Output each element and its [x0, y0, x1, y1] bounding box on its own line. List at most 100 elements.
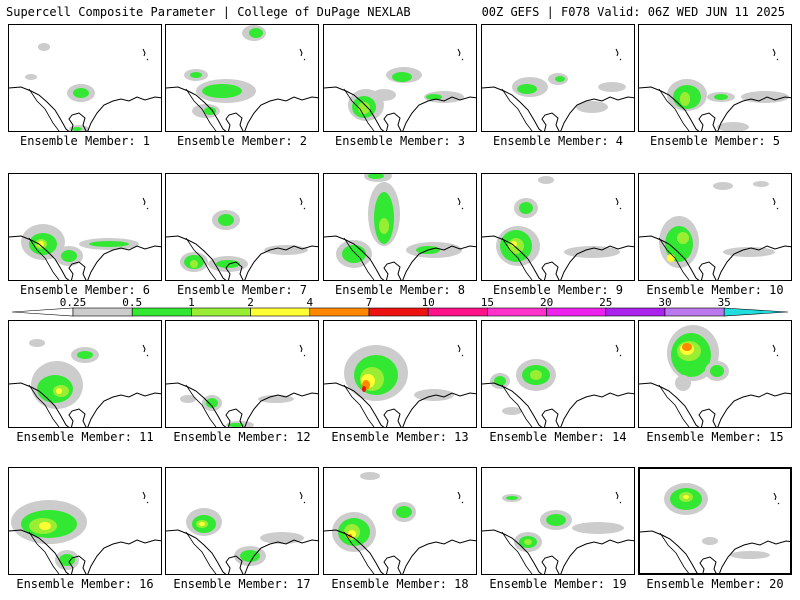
scp-contour-grey [260, 532, 304, 544]
ensemble-map [166, 25, 318, 131]
ensemble-member-label: Ensemble Member: 13 [331, 430, 469, 444]
scp-contour-grey [180, 395, 196, 403]
coastline [482, 382, 634, 427]
lake-outline [457, 48, 464, 61]
ensemble-map [482, 491, 634, 574]
colorbar-tick-label: 0.25 [59, 296, 87, 309]
scp-contour-grey [538, 176, 554, 184]
coastline [324, 86, 476, 131]
lake-outline [615, 491, 622, 504]
colorbar-segment [72, 307, 133, 317]
lake-outline [615, 344, 622, 357]
lake-outline [299, 197, 306, 210]
lake-outline [142, 491, 149, 504]
scp-contour-lime [190, 260, 198, 268]
coastline [166, 529, 318, 574]
lake-outline [142, 48, 149, 61]
ensemble-map [639, 48, 791, 131]
lake-outline [773, 492, 780, 505]
ensemble-panel-4[interactable] [481, 24, 635, 132]
scp-contour-green [73, 88, 89, 98]
lake-outline [299, 491, 306, 504]
ensemble-panel-8[interactable] [323, 173, 477, 281]
ensemble-map [9, 491, 161, 574]
ensemble-panel-18[interactable] [323, 467, 477, 575]
border-line [28, 384, 60, 427]
colorbar-tick-label: 7 [365, 296, 373, 309]
colorbar-segment [250, 307, 311, 317]
ensemble-member-label: Ensemble Member: 16 [16, 577, 154, 591]
colorbar-segment [309, 307, 370, 317]
scp-contour-green [714, 94, 728, 100]
scp-contour-yellow [199, 522, 205, 526]
header-title-right: 00Z GEFS | F078 Valid: 06Z WED JUN 11 20… [481, 5, 785, 19]
ensemble-member-label: Ensemble Member: 1 [19, 134, 151, 148]
ensemble-panel-9[interactable] [481, 173, 635, 281]
scp-contour-green [506, 496, 518, 500]
ensemble-map [166, 197, 318, 280]
ensemble-member-label: Ensemble Member: 8 [334, 283, 466, 297]
border-line [658, 384, 690, 427]
ensemble-panel-14[interactable] [481, 320, 635, 428]
scp-contour-green [249, 28, 263, 38]
coastline [9, 529, 161, 574]
ensemble-panel-16[interactable] [8, 467, 162, 575]
scp-contour-green [426, 94, 442, 100]
scp-contour-green [77, 351, 93, 359]
scp-contour-grey [730, 551, 770, 559]
border-line [658, 237, 690, 280]
lake-outline [457, 491, 464, 504]
scp-contour-green [392, 72, 412, 82]
ensemble-map [166, 344, 318, 427]
ensemble-panel-13[interactable] [323, 320, 477, 428]
ensemble-panel-17[interactable] [165, 467, 319, 575]
scp-contour-grey [372, 89, 396, 101]
ensemble-panel-1[interactable] [8, 24, 162, 132]
ensemble-panel-3[interactable] [323, 24, 477, 132]
colorbar-segment [131, 307, 192, 317]
colorbar-segment [368, 307, 429, 317]
coastline [324, 382, 476, 427]
ensemble-member-label: Ensemble Member: 9 [492, 283, 624, 297]
scp-contour-green [72, 127, 82, 131]
ensemble-panel-19[interactable] [481, 467, 635, 575]
scp-contour-grey [564, 246, 620, 258]
colorbar-segment [191, 307, 251, 317]
ensemble-member-label: Ensemble Member: 2 [176, 134, 308, 148]
ensemble-panel-6[interactable] [8, 173, 162, 281]
scp-contour-yellow [39, 522, 51, 530]
ensemble-panel-2[interactable] [165, 24, 319, 132]
scp-contour-green [519, 202, 533, 214]
ensemble-panel-20[interactable] [638, 467, 792, 575]
scp-contour-green [710, 365, 724, 377]
colorbar-tick-label: 35 [717, 296, 731, 309]
ensemble-panel-10[interactable] [638, 173, 792, 281]
ensemble-map [482, 176, 634, 280]
coastline [482, 529, 634, 574]
border-line [343, 531, 375, 574]
ensemble-member-label: Ensemble Member: 3 [334, 134, 466, 148]
scp-contour-grey [713, 182, 733, 190]
scp-contour-green [216, 260, 240, 268]
lake-outline [615, 197, 622, 210]
colorbar-tick-label: 10 [421, 296, 435, 309]
ensemble-panel-5[interactable] [638, 24, 792, 132]
colorbar-tick-label: 0.5 [122, 296, 143, 309]
scp-contour-green [206, 398, 218, 408]
ensemble-member-label: Ensemble Member: 19 [489, 577, 627, 591]
scp-contour-grey [360, 472, 380, 480]
coastline [639, 382, 791, 427]
ensemble-panel-15[interactable] [638, 320, 792, 428]
scp-contour-green [517, 84, 537, 94]
ensemble-panel-7[interactable] [165, 173, 319, 281]
ensemble-panel-12[interactable] [165, 320, 319, 428]
coastline [166, 382, 318, 427]
scp-contour-green [59, 554, 75, 566]
scp-contour-lime [677, 232, 689, 244]
scp-contour-grey [753, 181, 769, 187]
ensemble-map [324, 472, 476, 574]
ensemble-map [166, 491, 318, 574]
ensemble-panel-11[interactable] [8, 320, 162, 428]
ensemble-member-label: Ensemble Member: 4 [492, 134, 624, 148]
scp-contour-green [204, 107, 216, 115]
